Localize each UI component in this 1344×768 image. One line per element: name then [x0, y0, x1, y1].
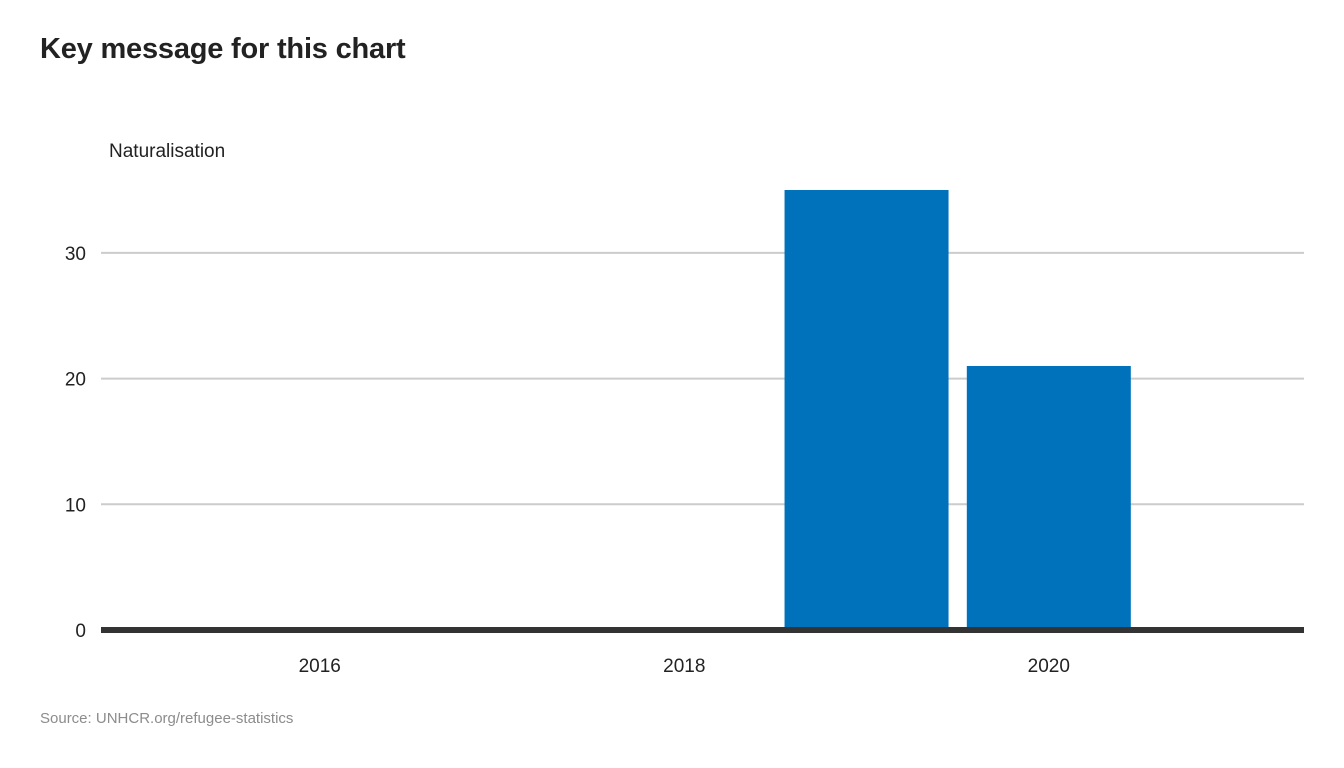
source-note: Source: UNHCR.org/refugee-statistics	[40, 710, 294, 727]
x-axis-ticks: 2016 2018 2020	[299, 656, 1070, 677]
x-tick-label: 2020	[1028, 656, 1070, 677]
y-tick-label: 20	[65, 370, 86, 391]
y-tick-label: 30	[65, 244, 86, 265]
chart-title: Key message for this chart	[40, 33, 406, 65]
y-tick-label: 10	[65, 495, 86, 516]
bars	[784, 190, 1131, 630]
bar-2019	[784, 190, 949, 630]
y-tick-label: 0	[75, 621, 86, 642]
bar-2020	[966, 366, 1131, 630]
y-axis-label: Naturalisation	[109, 141, 225, 162]
x-tick-label: 2018	[663, 656, 705, 677]
y-axis-ticks: 0 10 20 30	[65, 244, 86, 642]
x-tick-label: 2016	[299, 656, 341, 677]
